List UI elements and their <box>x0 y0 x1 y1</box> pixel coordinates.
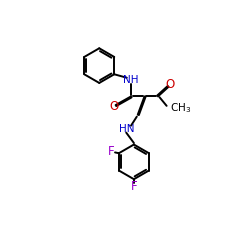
Text: O: O <box>110 100 119 113</box>
Text: CH$_3$: CH$_3$ <box>170 102 192 116</box>
Text: HN: HN <box>120 124 135 134</box>
Text: F: F <box>108 145 115 158</box>
Text: F: F <box>130 180 137 193</box>
Text: O: O <box>166 78 175 91</box>
Text: NH: NH <box>123 75 139 85</box>
